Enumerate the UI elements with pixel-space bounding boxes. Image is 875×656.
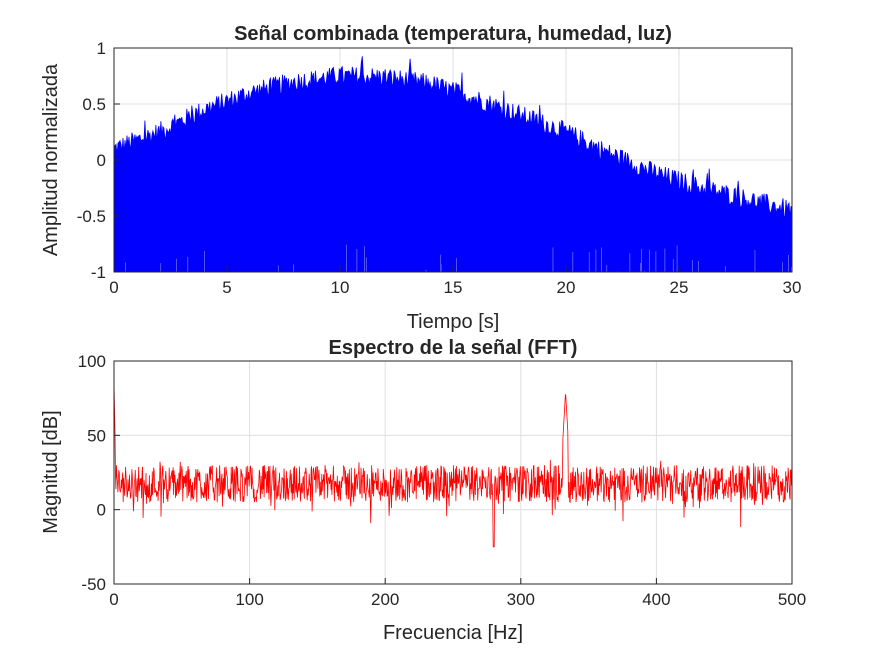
fft-spectrum-xtick-label: 400 [642,590,670,609]
time-signal-chart: 0 5 10 15 20 25 30 -1 -0.5 0 0.5 1 Señal combinada … [40,23,801,333]
fft-spectrum-title: Espectro de la señal (FFT) [329,337,578,359]
fft-spectrum-ytick-label: 0 [97,501,106,520]
fft-spectrum-xtick-label: 100 [235,590,263,609]
time-signal-ytick-label: -0.5 [77,207,106,226]
time-signal-ytick-label: 1 [97,39,106,58]
time-signal-ylabel: Amplitud normalizada [40,63,62,256]
time-signal-xlabel: Tiempo [s] [407,311,500,333]
fft-spectrum-ytick-label: -50 [81,575,106,594]
time-signal-xtick-label: 15 [444,278,463,297]
fft-spectrum-xtick-label: 0 [109,590,118,609]
time-signal-ticks: 0 5 10 15 20 25 30 -1 -0.5 0 0.5 1 [77,39,802,297]
fft-spectrum-plot [113,383,793,548]
fft-spectrum-ylabel: Magnitud [dB] [40,410,62,533]
fft-spectrum-xtick-label: 500 [778,590,806,609]
fft-spectrum-ytick-label: 50 [87,426,106,445]
fft-spectrum-axes-frame [113,360,793,585]
time-signal-plot [113,56,793,273]
time-signal-xtick-label: 30 [783,278,802,297]
time-signal-xtick-label: 10 [331,278,350,297]
time-signal-ytick-label: 0.5 [82,95,106,114]
time-signal-xtick-label: 5 [222,278,231,297]
time-signal-ytick-label: 0 [97,151,106,170]
fft-spectrum-ytick-label: 100 [78,352,106,371]
fft-spectrum-line [113,383,793,548]
time-signal-area [113,56,793,273]
time-signal-title: Señal combinada (temperatura, humedad, l… [234,23,672,45]
time-signal-xtick-label: 20 [557,278,576,297]
fft-spectrum-xtick-label: 200 [371,590,399,609]
fft-spectrum-xlabel: Frecuencia [Hz] [383,622,523,644]
time-signal-xtick-label: 25 [670,278,689,297]
fft-spectrum-xtick-label: 300 [507,590,535,609]
time-signal-xtick-label: 0 [109,278,118,297]
time-signal-ytick-label: -1 [91,263,106,282]
